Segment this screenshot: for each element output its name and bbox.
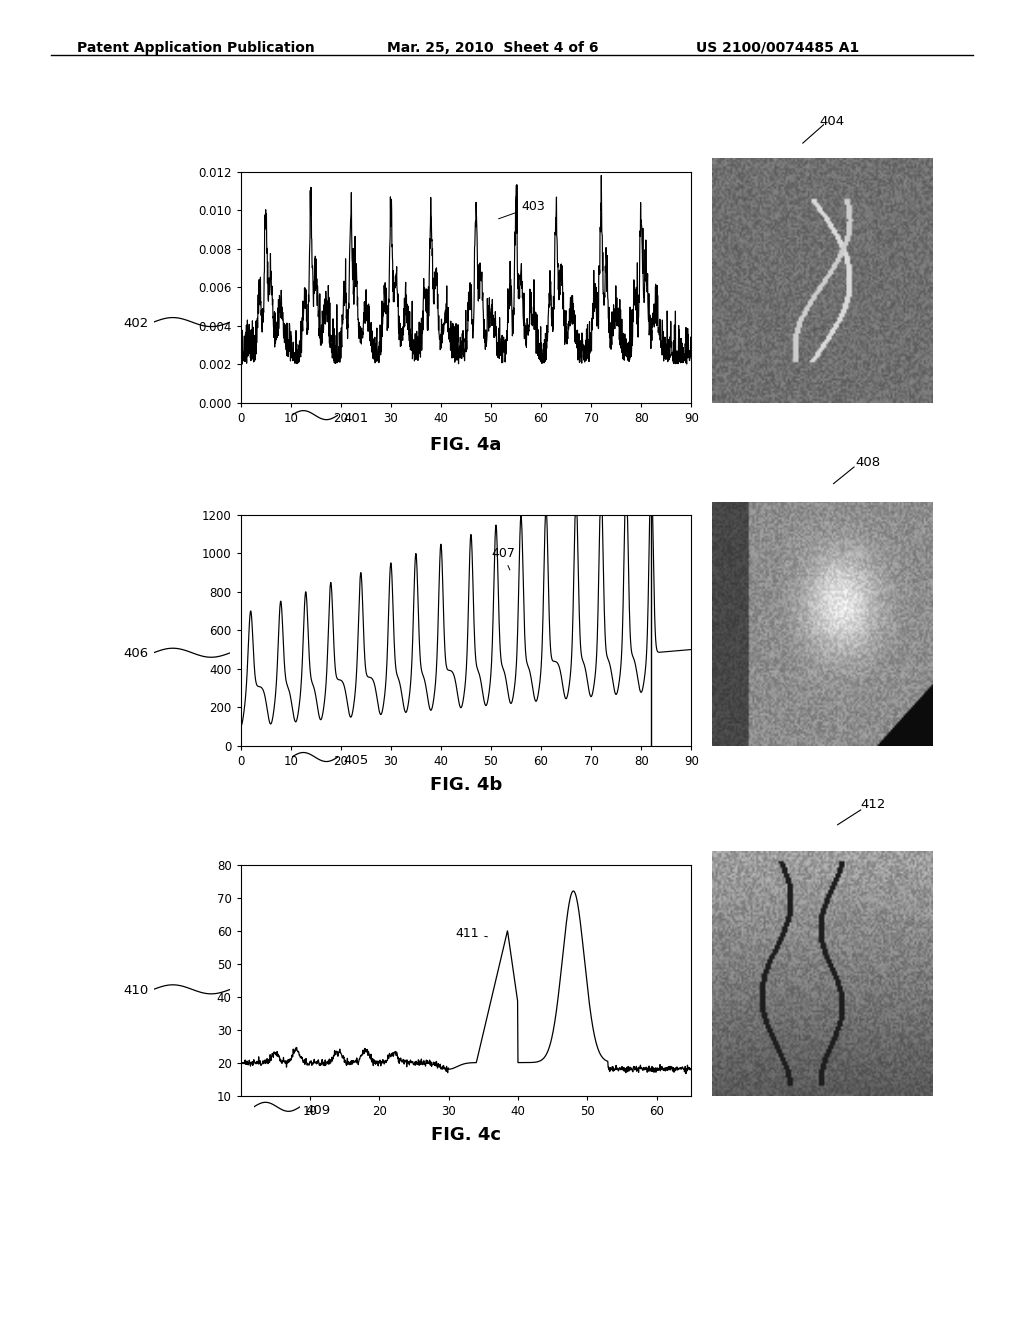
Text: 402: 402: [123, 317, 148, 330]
Text: 404: 404: [819, 115, 845, 128]
Text: 401: 401: [343, 412, 369, 425]
Text: Mar. 25, 2010  Sheet 4 of 6: Mar. 25, 2010 Sheet 4 of 6: [387, 41, 599, 55]
Text: 403: 403: [499, 201, 545, 219]
Text: Patent Application Publication: Patent Application Publication: [77, 41, 314, 55]
Text: US 2100/0074485 A1: US 2100/0074485 A1: [696, 41, 859, 55]
Text: 411: 411: [456, 927, 487, 940]
Text: 410: 410: [123, 983, 148, 997]
Text: FIG. 4a: FIG. 4a: [430, 436, 502, 454]
Text: 412: 412: [860, 797, 886, 810]
Text: 406: 406: [123, 647, 148, 660]
Text: 408: 408: [855, 455, 881, 469]
Text: 409: 409: [305, 1104, 331, 1117]
Text: 405: 405: [343, 754, 369, 767]
Text: FIG. 4b: FIG. 4b: [430, 776, 502, 795]
Text: FIG. 4c: FIG. 4c: [431, 1126, 501, 1144]
Text: 407: 407: [490, 548, 515, 570]
